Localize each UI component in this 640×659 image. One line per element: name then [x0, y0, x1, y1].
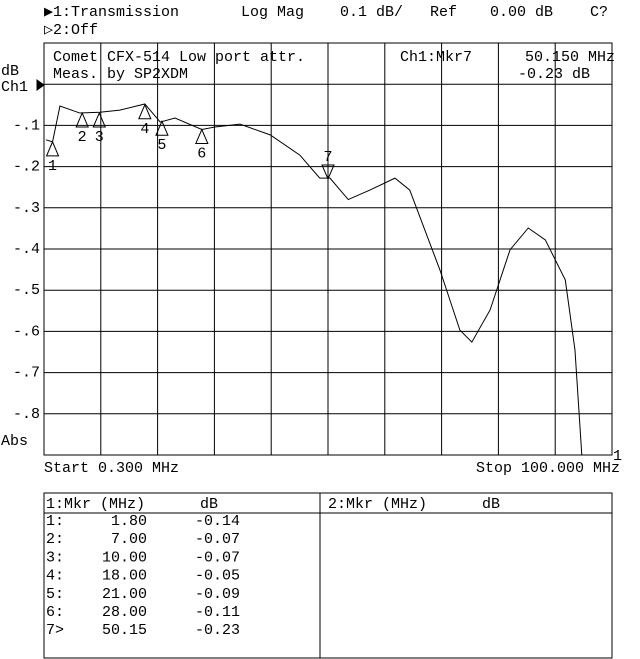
table-header: 1:Mkr (MHz): [46, 496, 145, 513]
table-row-label: 1:: [46, 513, 64, 530]
marker-label: 7: [323, 149, 332, 166]
table-value: -0.23: [195, 622, 240, 639]
scale-label: 0.1 dB/: [340, 4, 403, 21]
marker-label: 2: [78, 129, 87, 146]
y-tick-label: -.4: [13, 241, 40, 258]
table-freq: 7.00: [111, 531, 147, 548]
y-tick-label: -.2: [13, 159, 40, 176]
trace: [45, 103, 612, 456]
table-header: 2:Mkr (MHz): [328, 496, 427, 513]
y-tick-label: -.3: [13, 200, 40, 217]
table-row-label: 6:: [46, 604, 64, 621]
end-label: 1: [613, 448, 622, 465]
table-header: dB: [482, 496, 500, 513]
active-marker: Ch1:Mkr7: [400, 49, 472, 66]
marker-label: 6: [197, 145, 206, 162]
marker-label: 1: [48, 158, 57, 175]
table-freq: 50.15: [102, 622, 147, 639]
marker: [45, 140, 60, 157]
active-freq: 50.150 MHz: [525, 49, 615, 66]
marker: [321, 164, 335, 181]
y-tick-label: -.6: [13, 323, 40, 340]
chart-title: Comet CFX-514 Low port attr.: [53, 49, 305, 66]
marker: [92, 111, 107, 128]
marker-label: 5: [157, 137, 166, 154]
marker: [138, 103, 152, 120]
table-freq: 10.00: [102, 549, 147, 566]
y-tick-label: -.8: [13, 406, 40, 423]
table-value: -0.11: [195, 604, 240, 621]
table-freq: 28.00: [102, 604, 147, 621]
y-tick-label: -.7: [13, 365, 40, 382]
y-tick-label: -.1: [13, 117, 40, 134]
table-value: -0.05: [195, 568, 240, 585]
table-freq: 18.00: [102, 568, 147, 585]
active-value: -0.23 dB: [518, 66, 590, 83]
start-label: Start 0.300 MHz: [44, 460, 179, 477]
ref-pointer: [36, 79, 45, 91]
cal-label: C?: [590, 4, 608, 21]
ref-value: 0.00 dB: [490, 4, 553, 21]
table-value: -0.07: [195, 531, 240, 548]
table-row-label: 3:: [46, 549, 64, 566]
marker-label: 3: [95, 129, 104, 146]
abs-label: Abs: [1, 433, 28, 450]
table-row-label: 5:: [46, 586, 64, 603]
marker: [155, 120, 169, 136]
y-unit: dB: [1, 63, 19, 80]
ref-label: Ref: [430, 4, 457, 21]
channel-label: Ch1: [1, 79, 28, 96]
table-row-label: 2:: [46, 531, 64, 548]
format-label: Log Mag: [241, 4, 304, 21]
marker-label: 4: [140, 121, 149, 138]
table-value: -0.07: [195, 549, 240, 566]
marker: [195, 128, 209, 145]
stop-label: Stop 100.000 MHz: [476, 460, 620, 477]
table-value: -0.09: [195, 586, 240, 603]
marker: [75, 111, 89, 128]
table-freq: 21.00: [102, 586, 147, 603]
table-row-label: 7>: [46, 622, 64, 639]
channel2-label: ▷2:Off: [44, 22, 98, 39]
chart-subtitle: Meas. by SP2XDM: [53, 66, 188, 83]
table-value: -0.14: [195, 513, 240, 530]
table-freq: 1.80: [111, 513, 147, 530]
channel1-label: ▶1:Transmission: [44, 4, 179, 21]
table-frame: [43, 492, 613, 659]
table-row-label: 4:: [46, 568, 64, 585]
table-header: dB: [200, 496, 218, 513]
y-tick-label: -.5: [13, 282, 40, 299]
